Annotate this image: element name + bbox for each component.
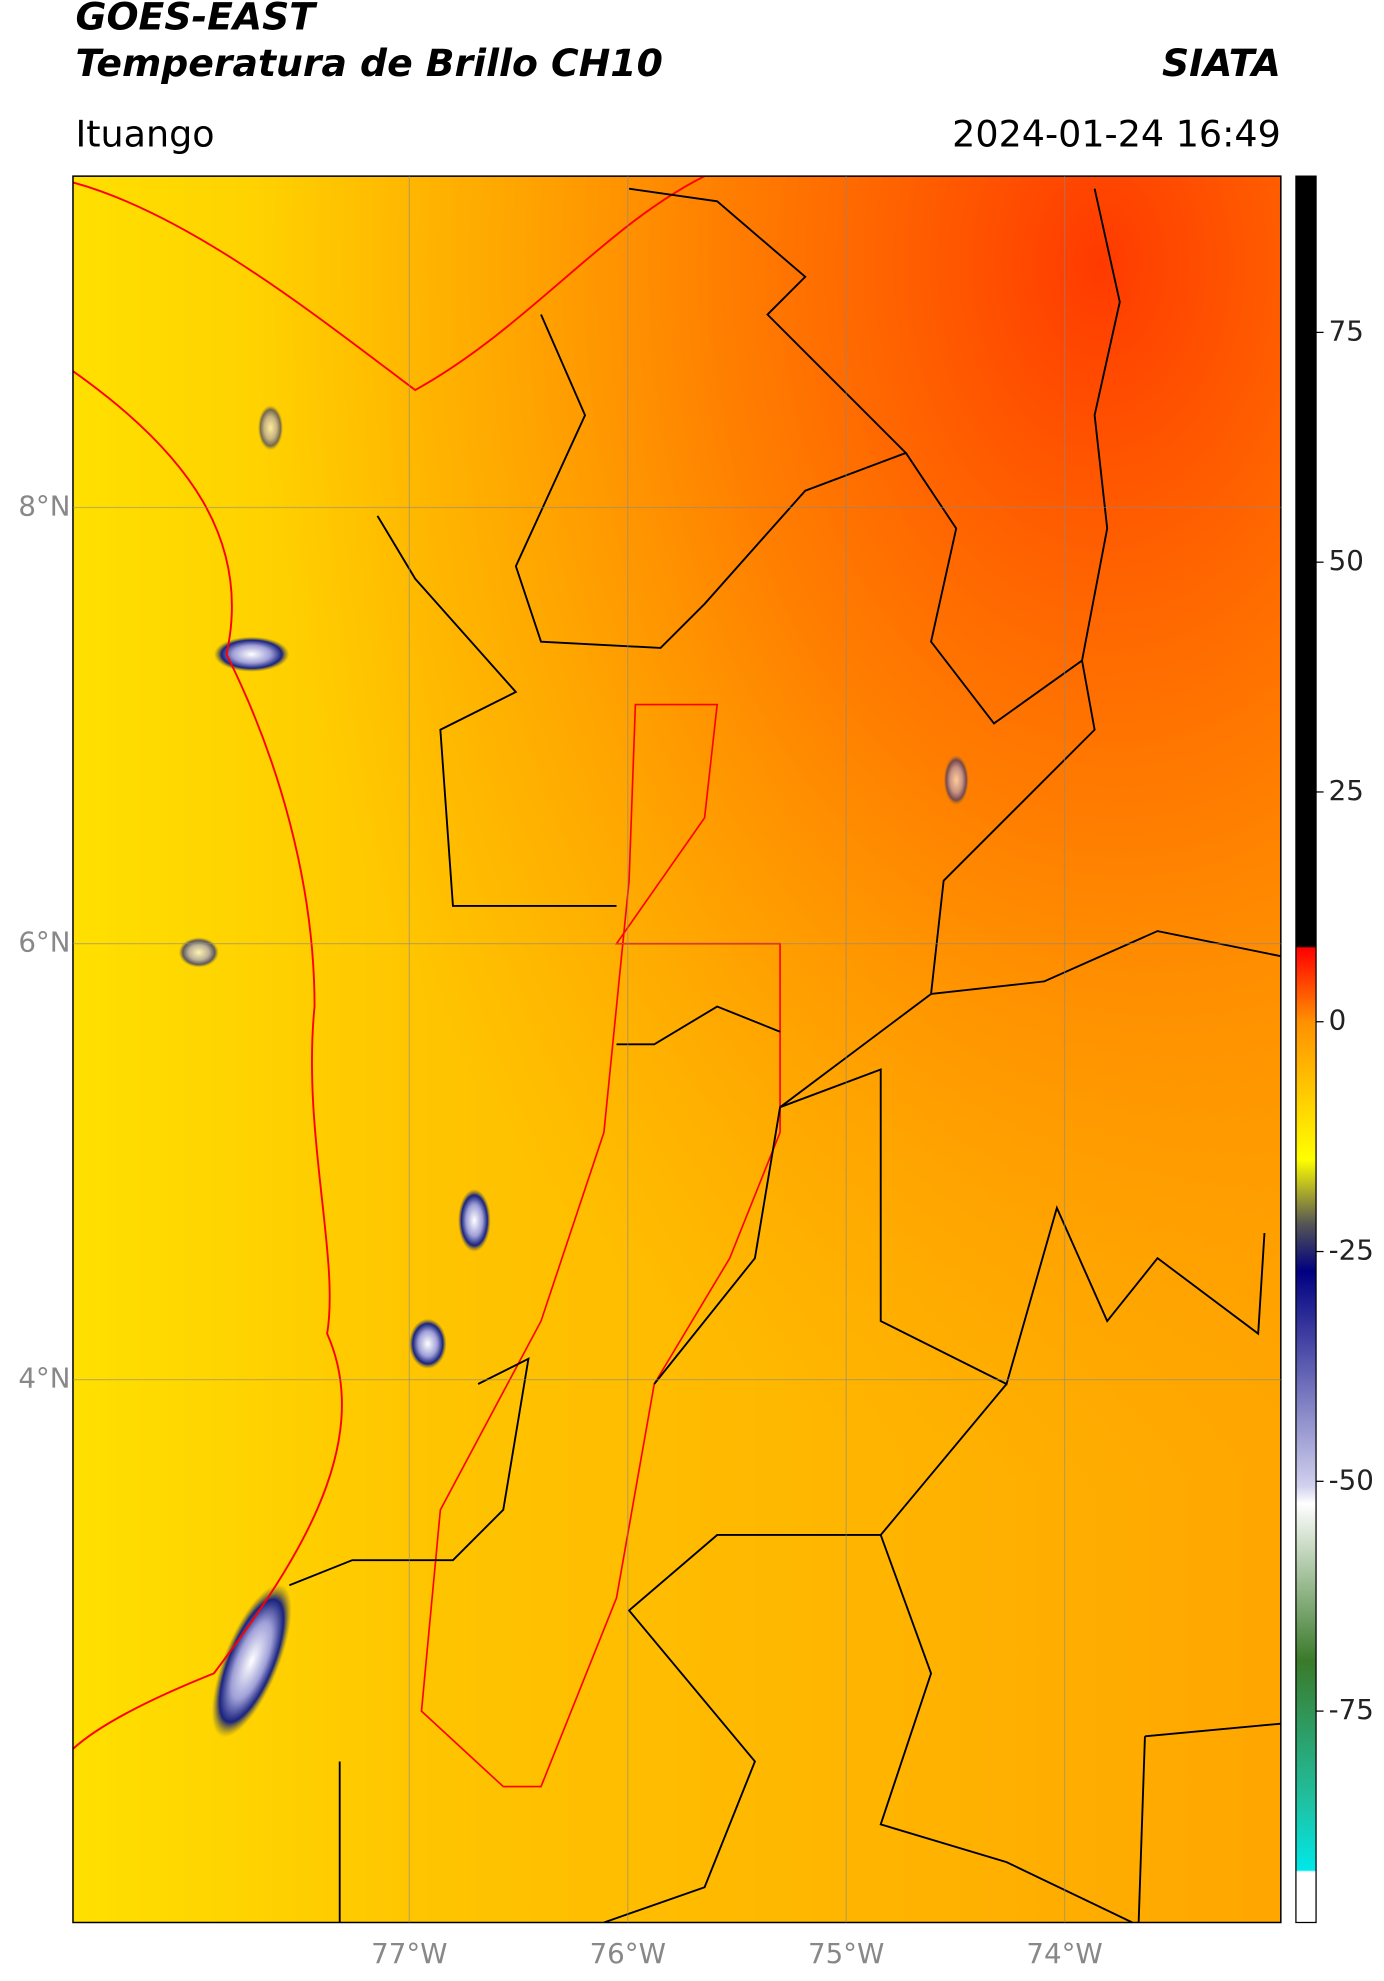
y-tick-label: 4°N [18, 1362, 70, 1395]
colorbar [1295, 175, 1317, 1924]
colorbar-tick-label: -75 [1329, 1693, 1374, 1726]
y-tick-label: 8°N [18, 490, 70, 523]
title: GOES-EAST [75, 0, 318, 38]
datetime: 2024-01-24 16:49 [952, 112, 1281, 155]
subtitle: Temperatura de Brillo CH10 [75, 41, 662, 85]
x-tick-label: 75°W [808, 1937, 884, 1970]
colorbar-tick-label: 50 [1329, 544, 1364, 577]
x-tick-label: 74°W [1026, 1937, 1102, 1970]
x-tick-label: 77°W [371, 1937, 447, 1970]
x-tick-label: 76°W [590, 1937, 666, 1970]
map-image [72, 176, 1281, 1923]
y-tick-label: 6°N [18, 926, 70, 959]
colorbar-tick-label: 0 [1329, 1004, 1347, 1037]
colorbar-tick-label: 75 [1329, 314, 1364, 347]
colorbar-tick-label: -50 [1329, 1463, 1374, 1496]
colorbar-tick-label: -25 [1329, 1234, 1374, 1267]
source: SIATA [1162, 41, 1281, 85]
location: Ituango [75, 112, 214, 155]
colorbar-tick-label: 25 [1329, 774, 1364, 807]
map-frame [72, 175, 1282, 1924]
